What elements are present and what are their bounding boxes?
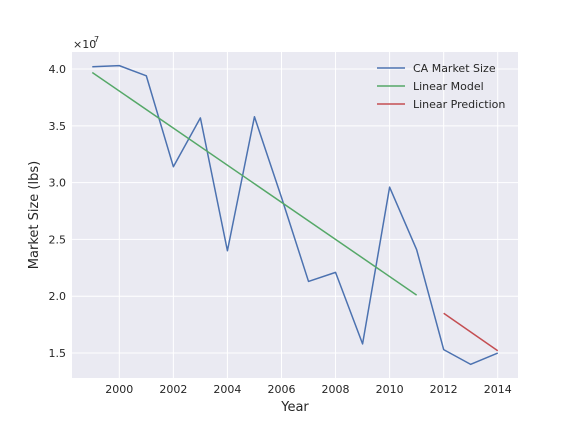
x-tick-label: 2010 xyxy=(376,383,404,396)
y-offset-exponent: 7 xyxy=(94,35,99,44)
x-tick-label: 2014 xyxy=(484,383,512,396)
x-tick-label: 2000 xyxy=(105,383,133,396)
x-tick-label: 2004 xyxy=(213,383,241,396)
legend-label-ca-market-size: CA Market Size xyxy=(413,62,496,75)
x-tick-label: 2008 xyxy=(322,383,350,396)
y-tick-label: 2.5 xyxy=(49,233,67,246)
x-tick-label: 2006 xyxy=(267,383,295,396)
x-tick-label: 2012 xyxy=(430,383,458,396)
y-tick-label: 3.5 xyxy=(49,120,67,133)
y-tick-label: 4.0 xyxy=(49,63,67,76)
y-tick-label: 1.5 xyxy=(49,347,67,360)
x-tick-labels: 2000 2002 2004 2006 2008 2010 2012 2014 xyxy=(105,383,511,396)
y-offset-label: ×10 7 xyxy=(73,35,99,51)
y-tick-label: 3.0 xyxy=(49,177,67,190)
x-axis-label: Year xyxy=(280,400,309,415)
y-offset-base: ×10 xyxy=(73,38,96,51)
legend-label-linear-model: Linear Model xyxy=(413,80,484,93)
series-line-linear-prediction xyxy=(443,312,499,352)
x-tick-label: 2002 xyxy=(159,383,187,396)
y-axis-label: Market Size (lbs) xyxy=(27,161,42,269)
series-line-ca-market-size xyxy=(92,64,499,366)
y-tick-labels: 1.5 2.0 2.5 3.0 3.5 4.0 xyxy=(49,63,67,360)
y-tick-label: 2.0 xyxy=(49,290,67,303)
series-line-linear-model xyxy=(91,71,418,296)
legend-label-linear-prediction: Linear Prediction xyxy=(413,98,505,111)
series-lines xyxy=(91,64,499,366)
legend: CA Market Size Linear Model Linear Predict… xyxy=(377,62,505,111)
